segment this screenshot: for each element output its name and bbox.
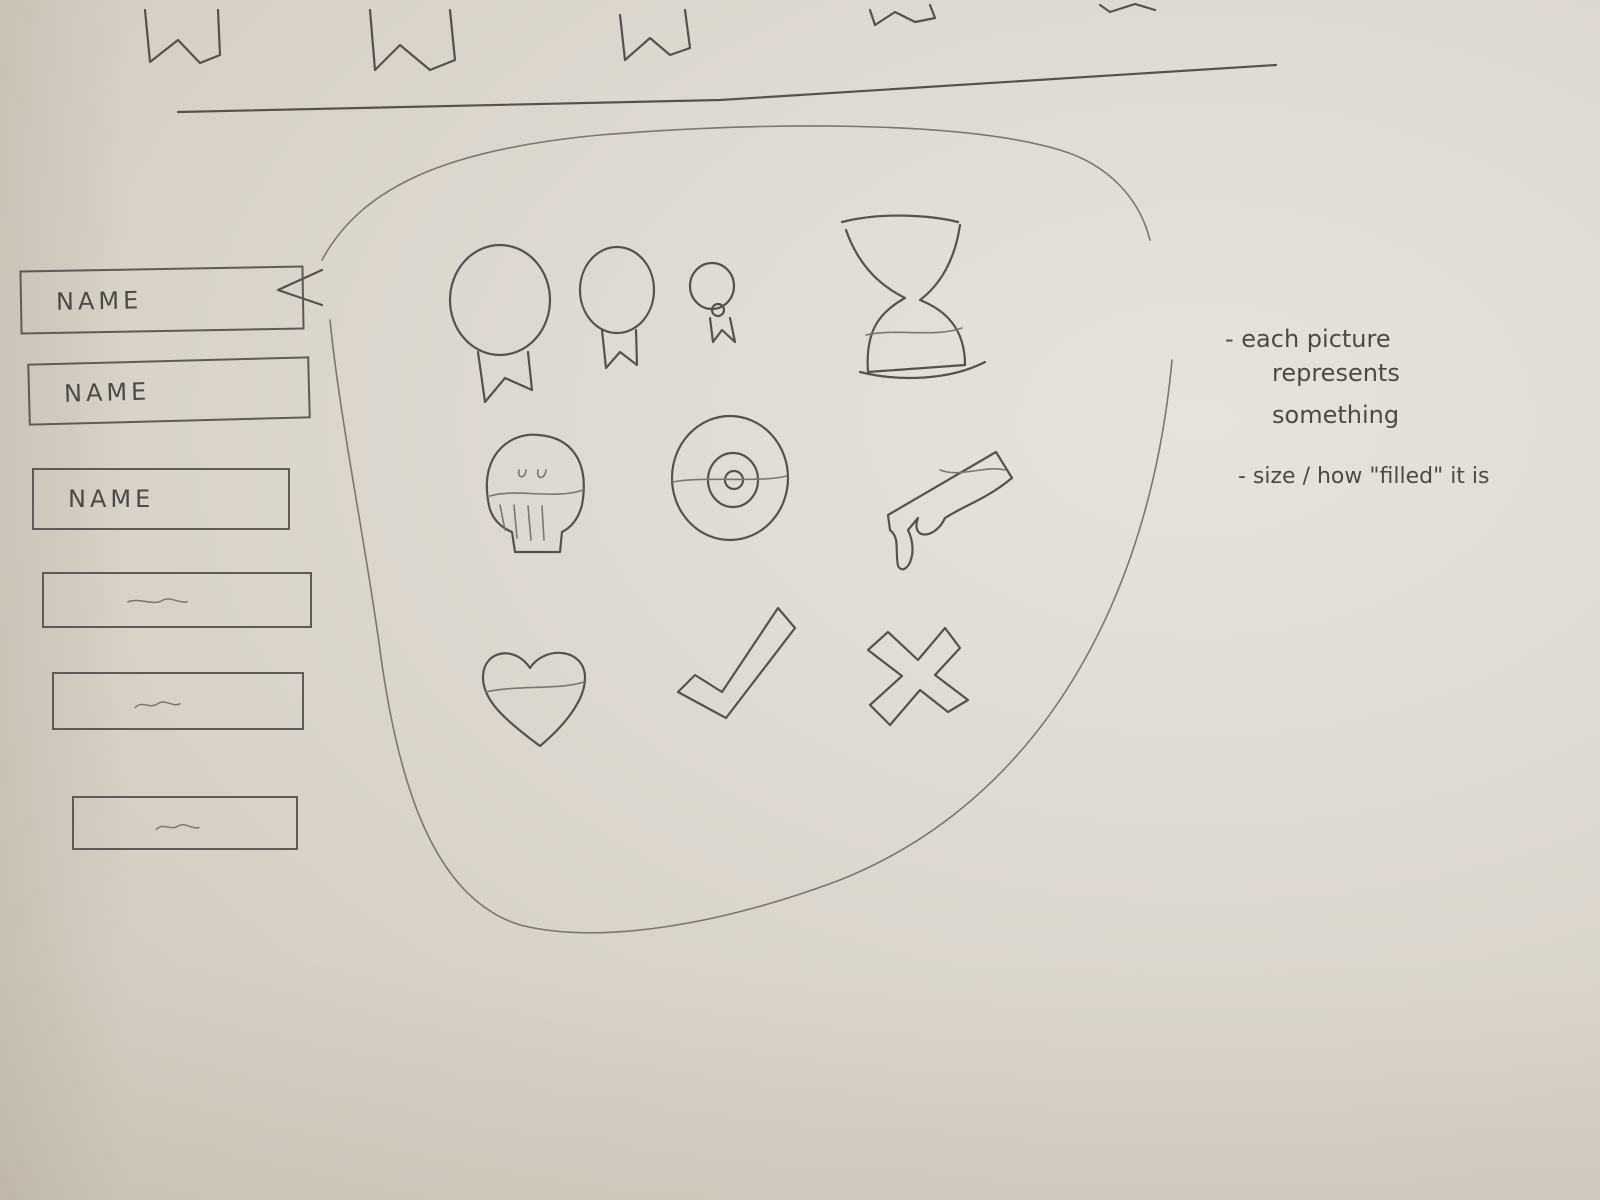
medal-small-icon xyxy=(688,261,737,344)
list-item-label: NAME xyxy=(68,485,155,513)
list-item-label: NAME xyxy=(63,377,151,408)
speech-bubble-pointer xyxy=(276,268,324,307)
list-item-label: NAME xyxy=(55,286,143,316)
list-item[interactable] xyxy=(72,796,298,850)
squiggle-placeholder xyxy=(155,824,200,831)
speech-bubble xyxy=(321,125,1173,934)
top-ribbon-icon xyxy=(1098,2,1157,14)
note-line-something: something xyxy=(1272,401,1400,429)
top-ribbon-icon xyxy=(868,3,937,27)
x-mark-icon xyxy=(866,626,970,727)
checkmark-icon xyxy=(676,606,797,720)
squiggle-placeholder xyxy=(134,701,181,709)
header-divider xyxy=(176,63,1278,114)
list-item[interactable]: NAME xyxy=(19,265,305,335)
list-item[interactable] xyxy=(42,572,312,628)
squiggle-placeholder xyxy=(127,598,188,604)
note-line-each-picture: - each picture xyxy=(1225,325,1391,353)
skull-icon xyxy=(485,433,585,554)
top-ribbon-icon xyxy=(368,8,457,72)
top-ribbon-icon xyxy=(143,8,222,65)
list-item[interactable]: NAME xyxy=(32,468,290,530)
list-item[interactable]: NAME xyxy=(27,356,311,426)
gun-icon xyxy=(886,450,1014,571)
list-item[interactable] xyxy=(52,672,304,730)
medal-large-icon xyxy=(448,243,552,404)
note-line-represents: represents xyxy=(1272,359,1400,387)
target-icon xyxy=(670,414,790,542)
note-line-size-filled: - size / how "filled" it is xyxy=(1238,464,1490,489)
top-ribbon-row xyxy=(143,2,1157,72)
hourglass-icon xyxy=(840,214,987,380)
top-ribbon-icon xyxy=(618,8,692,62)
medal-medium-icon xyxy=(578,245,656,370)
heart-icon xyxy=(481,651,587,748)
